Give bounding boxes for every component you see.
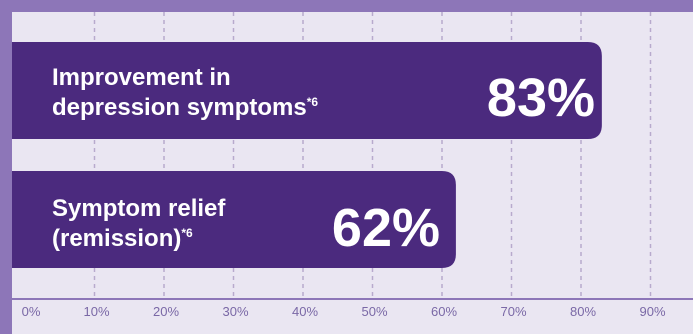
bar-1 — [12, 171, 456, 268]
bar-label-improvement: Improvement in depression symptoms*6 — [52, 63, 318, 123]
bar-label-remission-line1: Symptom relief — [52, 195, 226, 222]
top-border — [0, 0, 693, 12]
bar-label-improvement-line1: Improvement in — [52, 64, 231, 91]
x-tick-label: 60% — [431, 304, 457, 319]
bar-label-remission: Symptom relief (remission)*6 — [52, 194, 225, 254]
x-tick-label: 40% — [292, 304, 318, 319]
left-border — [0, 0, 12, 334]
bar-value-remission: 62% — [331, 198, 440, 258]
x-tick-label: 30% — [222, 304, 248, 319]
bar-value-improvement: 83% — [486, 68, 595, 128]
x-tick-label: 10% — [83, 304, 109, 319]
bar-0 — [12, 42, 602, 139]
footnote-marker: *6 — [181, 226, 193, 240]
x-axis-line — [12, 298, 693, 300]
x-tick-label: 20% — [153, 304, 179, 319]
footnote-marker: *6 — [306, 95, 319, 109]
x-tick-label: 70% — [500, 304, 526, 319]
x-tick-label: 90% — [639, 304, 665, 319]
x-tick-label: 50% — [361, 304, 387, 319]
bar-label-improvement-line2: depression symptoms — [52, 94, 307, 121]
bar-label-remission-line2: (remission) — [52, 225, 182, 252]
x-tick-label: 0% — [22, 304, 41, 319]
x-tick-label: 80% — [570, 304, 596, 319]
